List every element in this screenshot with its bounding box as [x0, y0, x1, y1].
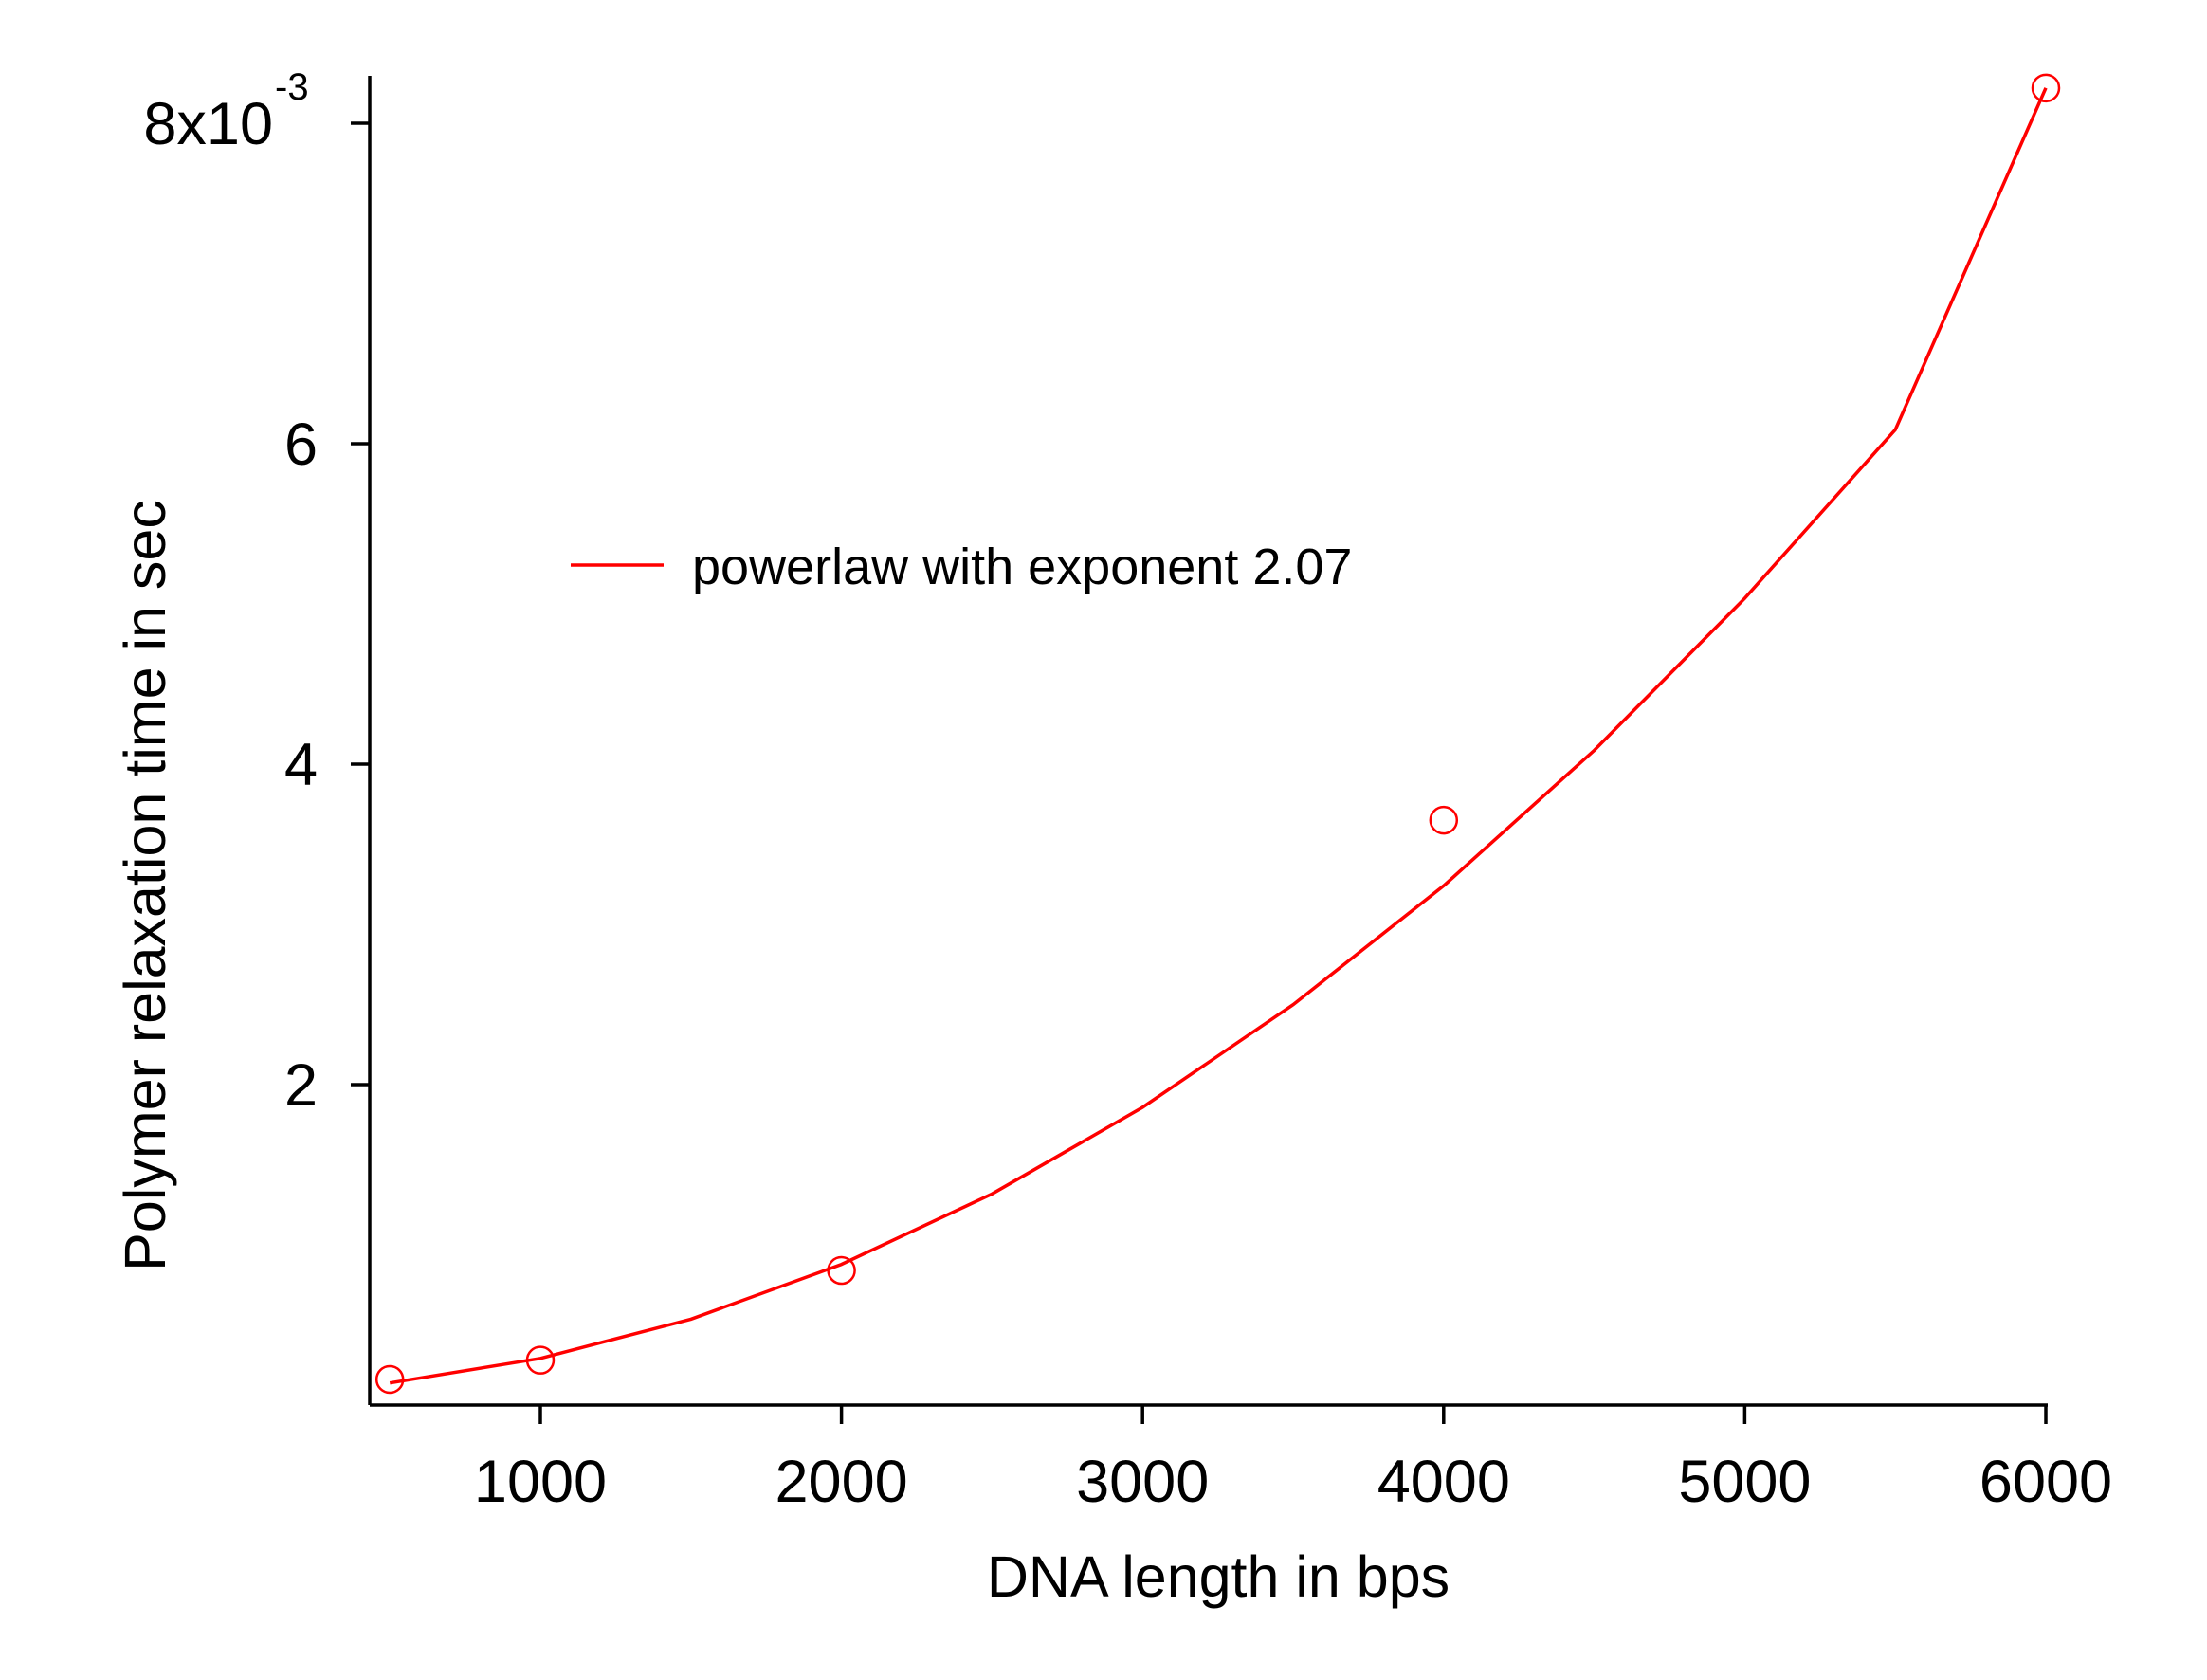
data-point — [2031, 73, 2061, 103]
data-point — [374, 1364, 405, 1395]
y-tick-label: 6 — [284, 411, 318, 478]
powerlaw-fit-line — [389, 87, 2048, 1385]
x-axis-label: DNA length in bps — [987, 1544, 1450, 1609]
y-tick-label: 4 — [284, 732, 318, 798]
y-tick-label: 2 — [284, 1052, 318, 1119]
y-tick-label: 8x10 — [143, 91, 273, 157]
x-tick-label: 6000 — [1979, 1449, 2112, 1515]
x-tick-label: 2000 — [775, 1449, 908, 1515]
legend-label: powerlaw with exponent 2.07 — [692, 539, 1352, 595]
legend: powerlaw with exponent 2.07 — [571, 539, 1352, 595]
x-tick-label: 1000 — [474, 1449, 607, 1515]
y-axis-label: Polymer relaxation time in sec — [113, 500, 177, 1271]
y-axis: 2 4 6 8x10-3 — [143, 66, 372, 1405]
x-tick-label: 3000 — [1076, 1449, 1209, 1515]
x-axis: 1000 2000 3000 4000 5000 6000 — [370, 1403, 2112, 1515]
x-tick-label: 4000 — [1377, 1449, 1510, 1515]
series-layer — [374, 73, 2061, 1395]
y-tick-exponent: -3 — [275, 66, 309, 108]
x-tick-label: 5000 — [1678, 1449, 1811, 1515]
data-point — [1429, 805, 1459, 835]
